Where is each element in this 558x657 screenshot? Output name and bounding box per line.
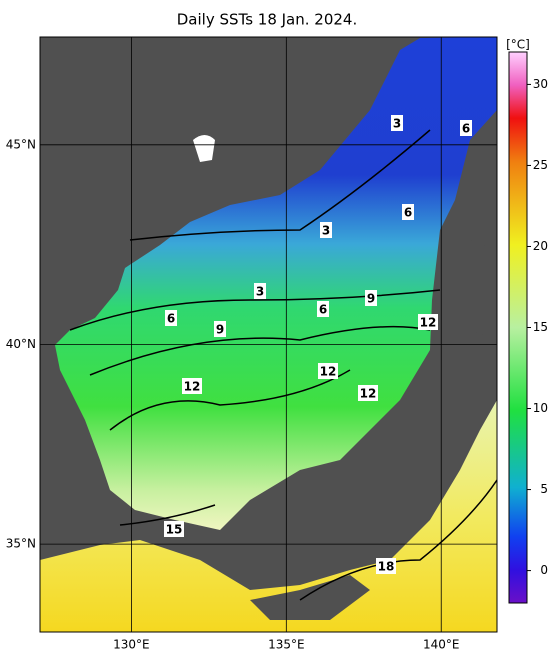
contour: [299, 479, 497, 601]
colorbar-tick-label: 5: [540, 482, 548, 496]
contour-label-bg: [365, 290, 377, 306]
map-area: 3 6 6 3 3 6 9 6 9 12 12 12 12 15 18: [40, 37, 497, 632]
map-frame: [39, 36, 498, 633]
contour-label-bg: [402, 204, 414, 220]
contour-label: 6: [319, 303, 327, 317]
colorbar-tick-label: 25: [533, 158, 548, 172]
lat-label: 40°N: [6, 337, 36, 351]
colorbar-tick-label: 30: [533, 77, 548, 91]
contour-label-bg: [320, 222, 332, 238]
contour-label: 9: [216, 323, 224, 337]
contour-label: 12: [320, 365, 337, 379]
colorbar-tick-label: 0: [540, 563, 548, 577]
contour-label: 3: [322, 224, 330, 238]
contour: [119, 504, 216, 526]
contour-label: 6: [462, 122, 470, 136]
contour-label-bg: [358, 385, 378, 401]
contour: [89, 325, 431, 376]
lat-label: 45°N: [6, 137, 36, 151]
lat-label: 35°N: [6, 537, 36, 551]
contour-label-bg: [165, 310, 177, 326]
contour-label: 3: [256, 285, 264, 299]
contour: [129, 129, 431, 241]
lon-label: 130°E: [113, 638, 150, 652]
contour-label: 12: [184, 380, 201, 394]
contour-label-bg: [418, 314, 438, 330]
contour-label: 15: [166, 523, 183, 537]
colorbar: [508, 51, 528, 604]
colorbar-tick-label: 10: [533, 401, 548, 415]
contour-label-bg: [254, 283, 266, 299]
contour-label: 12: [420, 316, 437, 330]
contour: [69, 289, 441, 331]
contour: [109, 369, 351, 431]
lon-label: 135°E: [268, 638, 305, 652]
lake: [193, 135, 215, 162]
japan-sea: [55, 37, 497, 530]
contour-label: 18: [378, 560, 395, 574]
land-south: [250, 575, 370, 620]
contour-label: 3: [393, 117, 401, 131]
colorbar-tick-label: 15: [533, 320, 548, 334]
contour-label-bg: [317, 301, 329, 317]
title: Daily SSTs 18 Jan. 2024.: [177, 11, 357, 29]
contour-label: 6: [167, 312, 175, 326]
contour-label: 9: [367, 292, 375, 306]
contour-label-bg: [182, 378, 202, 394]
contour-label-bg: [391, 115, 403, 131]
lon-label: 140°E: [423, 638, 460, 652]
colorbar-tick-label: 20: [533, 239, 548, 253]
contour-label-bg: [318, 363, 338, 379]
contour-label-bg: [460, 120, 472, 136]
colorbar-unit: [°C]: [506, 38, 530, 52]
contour-label: 6: [404, 206, 412, 220]
hokkaido: [440, 230, 497, 340]
contour-label-bg: [214, 321, 226, 337]
contour-label: 12: [360, 387, 377, 401]
contour-label-bg: [164, 521, 184, 537]
contour-label-bg: [376, 558, 396, 574]
